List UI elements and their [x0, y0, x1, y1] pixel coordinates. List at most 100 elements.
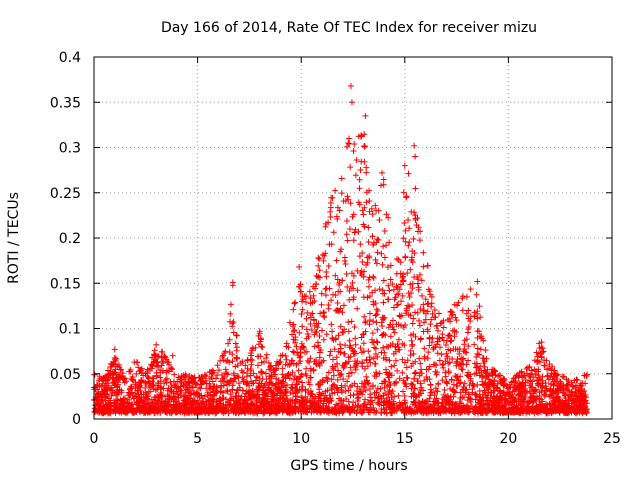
data-point [339, 329, 346, 336]
data-point [297, 401, 304, 407]
data-point [184, 386, 191, 393]
data-point [185, 375, 192, 382]
data-point [432, 398, 439, 405]
data-point [519, 390, 526, 397]
data-point [369, 289, 376, 296]
data-point [324, 378, 331, 385]
data-point [432, 343, 439, 350]
data-point [373, 319, 380, 326]
data-point [116, 375, 123, 382]
data-point [253, 373, 260, 380]
data-point [282, 352, 289, 359]
data-point [126, 390, 133, 397]
data-point [380, 344, 387, 351]
data-point [466, 396, 473, 403]
data-point [290, 376, 297, 383]
data-point [313, 272, 320, 279]
data-point [534, 353, 541, 360]
data-point [111, 403, 118, 410]
data-point [375, 237, 382, 244]
data-point [329, 356, 336, 363]
data-point [303, 315, 310, 322]
data-point [390, 326, 397, 333]
data-point [352, 364, 359, 371]
data-point [434, 388, 441, 395]
data-point [378, 250, 385, 257]
data-point [96, 391, 103, 398]
data-point [443, 379, 450, 386]
data-point [240, 376, 247, 383]
data-point [306, 381, 313, 388]
data-point [150, 375, 157, 382]
data-point [455, 299, 462, 306]
data-point [223, 406, 230, 413]
data-point [119, 405, 126, 412]
data-point [461, 407, 468, 414]
data-point [429, 310, 436, 317]
data-point [298, 394, 305, 401]
data-point-peak [169, 352, 176, 359]
data-point [318, 408, 325, 415]
data-point [475, 367, 482, 374]
data-point [476, 372, 483, 379]
data-point [293, 375, 300, 382]
data-point [546, 400, 553, 407]
data-point [309, 310, 316, 317]
data-point [515, 392, 522, 399]
data-point [314, 324, 321, 331]
data-point [129, 374, 136, 381]
data-point [450, 381, 457, 388]
data-point [448, 376, 455, 383]
data-point [378, 409, 385, 416]
data-point [160, 385, 167, 392]
data-point [351, 229, 358, 236]
data-point [366, 354, 373, 361]
data-point [310, 316, 317, 323]
data-point [439, 362, 446, 369]
data-point [131, 359, 138, 366]
data-point [428, 303, 435, 310]
data-point [229, 387, 236, 394]
data-point [409, 285, 416, 292]
data-point [165, 408, 172, 415]
data-point [434, 327, 441, 334]
data-point [372, 256, 379, 263]
data-point [366, 317, 373, 324]
data-point [157, 391, 164, 398]
data-point [583, 372, 590, 379]
data-point [332, 408, 339, 415]
data-point [278, 404, 285, 411]
data-point [196, 394, 203, 401]
data-point [426, 408, 433, 415]
data-point [352, 172, 359, 179]
data-point [541, 362, 548, 369]
data-point [346, 344, 353, 351]
data-point [322, 292, 329, 299]
data-point [304, 309, 311, 316]
data-point [378, 349, 385, 356]
data-point [301, 293, 308, 300]
data-point [547, 373, 554, 380]
data-point [171, 384, 178, 391]
data-point [322, 250, 329, 257]
data-point [290, 360, 297, 367]
data-point [322, 286, 329, 293]
data-point [427, 381, 434, 388]
data-point [99, 406, 106, 413]
data-point [447, 318, 454, 325]
data-point [232, 340, 239, 347]
data-point [279, 365, 286, 372]
data-point [342, 342, 349, 349]
data-point [475, 351, 482, 358]
data-point [448, 337, 455, 344]
data-point [313, 281, 320, 288]
data-point [397, 281, 404, 288]
data-point [400, 235, 407, 242]
data-point [391, 329, 398, 336]
data-point [450, 407, 457, 414]
data-point [359, 250, 366, 257]
data-point [370, 273, 377, 280]
data-point [282, 361, 289, 368]
data-point [295, 367, 302, 374]
data-point [459, 356, 466, 363]
